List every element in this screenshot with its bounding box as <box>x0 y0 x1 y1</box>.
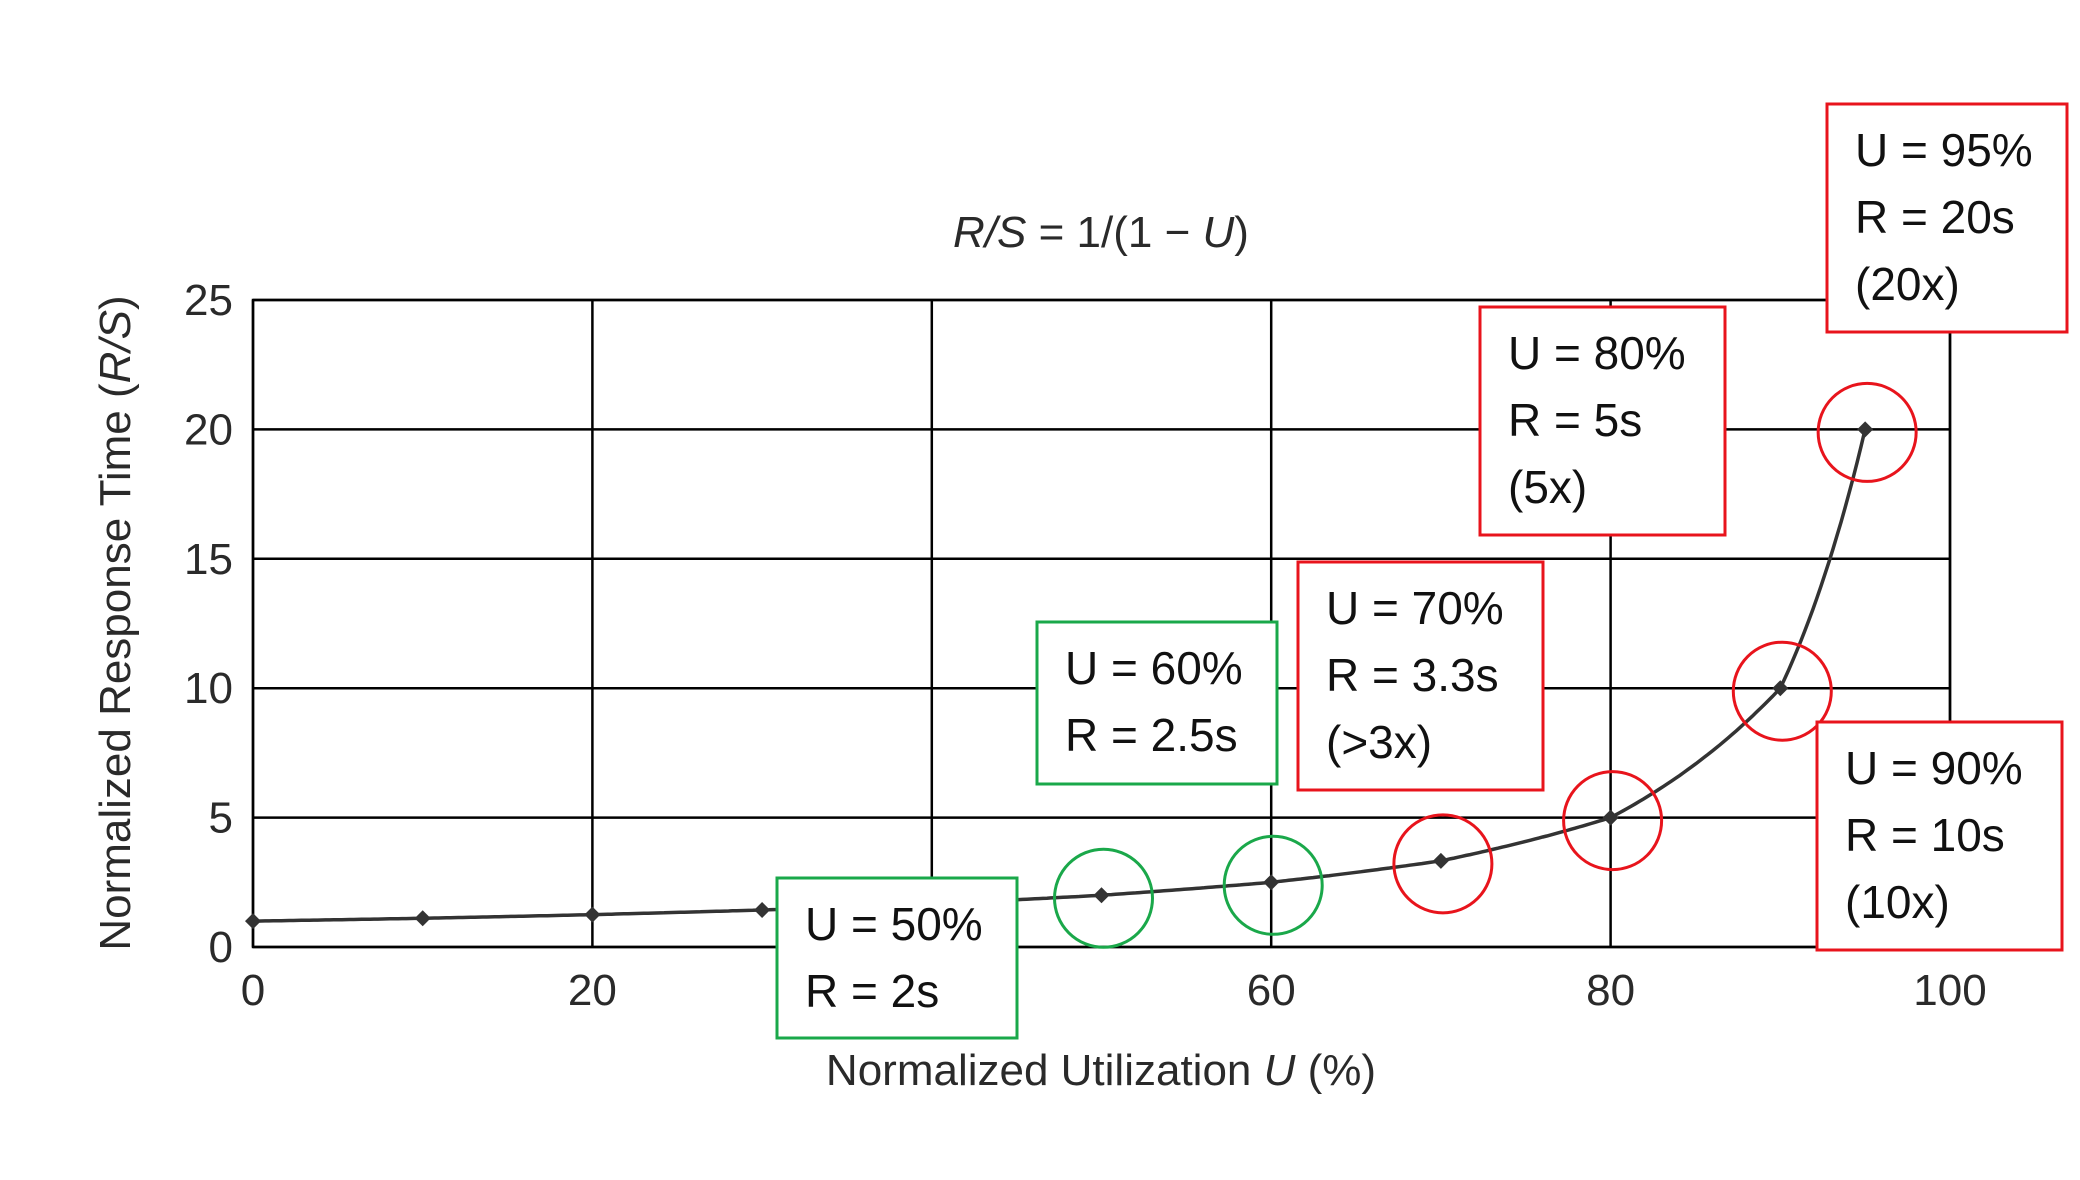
x-tick-label: 20 <box>568 966 617 1015</box>
annotation-text: U = 95% <box>1855 124 2033 176</box>
annotation-text: R = 2s <box>805 965 939 1017</box>
data-point <box>1857 421 1874 438</box>
annotation-box <box>1478 305 1727 537</box>
annotation-text: (>3x) <box>1326 716 1432 768</box>
highlight-circle <box>1222 834 1324 936</box>
annotation-text: U = 60% <box>1065 642 1243 694</box>
highlight-circle <box>1392 813 1494 915</box>
data-point <box>754 901 771 918</box>
y-tick-label: 10 <box>184 664 233 713</box>
chart-title: R/S = 1/(1 − U) <box>953 208 1249 257</box>
annotation-box <box>1035 620 1279 786</box>
annotation-text: R = 10s <box>1845 809 2005 861</box>
y-tick-label: 0 <box>209 923 233 972</box>
curve-layer <box>253 428 1867 923</box>
highlight-circle <box>1053 847 1154 949</box>
data-point <box>1263 874 1280 891</box>
data-point <box>1602 809 1619 826</box>
annotation-box <box>775 876 1019 1040</box>
annotation-text: (10x) <box>1845 876 1950 928</box>
data-point <box>584 906 601 923</box>
annotation-text: U = 80% <box>1508 327 1686 379</box>
annotation-text: (5x) <box>1508 461 1587 513</box>
y-tick-label: 20 <box>184 405 233 454</box>
data-point <box>414 910 431 927</box>
highlight-circle <box>1816 381 1918 483</box>
annotation-text: U = 50% <box>805 898 983 950</box>
data-point <box>1772 680 1789 697</box>
annotation-text: U = 90% <box>1845 742 2023 794</box>
y-tick-label: 25 <box>184 276 233 325</box>
annotation-text: R = 20s <box>1855 191 2015 243</box>
annotation-box <box>1296 560 1545 792</box>
annotations-layer: U = 50% R = 2s U = 60% R = 2.5s U = 70% R = 3… <box>775 102 2069 1040</box>
ticks-layer: 0 20 60 80 100 0 5 10 15 20 25 <box>184 276 1987 1015</box>
y-tick-label: 15 <box>184 535 233 584</box>
data-point <box>1093 887 1110 904</box>
annotation-text: R = 2.5s <box>1065 709 1238 761</box>
annotation-text: R = 3.3s <box>1326 649 1499 701</box>
x-axis-label: Normalized Utilization U (%) <box>826 1046 1376 1095</box>
y-axis-label: Normalized Response Time (R/S) <box>91 295 140 950</box>
annotation-text: U = 70% <box>1326 582 1504 634</box>
x-tick-label: 80 <box>1586 966 1635 1015</box>
annotation-box <box>1815 720 2064 952</box>
x-tick-label: 0 <box>241 966 265 1015</box>
highlight-circle <box>1731 640 1833 742</box>
y-tick-label: 5 <box>209 794 233 843</box>
annotation-box <box>1825 102 2069 334</box>
data-point <box>1432 852 1449 869</box>
data-point <box>245 913 261 930</box>
highlight-circle <box>1562 770 1664 872</box>
x-tick-label: 100 <box>1913 966 1986 1015</box>
x-tick-label: 60 <box>1247 966 1296 1015</box>
series-line <box>253 428 1867 923</box>
annotation-text: R = 5s <box>1508 394 1642 446</box>
annotation-text: (20x) <box>1855 258 1960 310</box>
